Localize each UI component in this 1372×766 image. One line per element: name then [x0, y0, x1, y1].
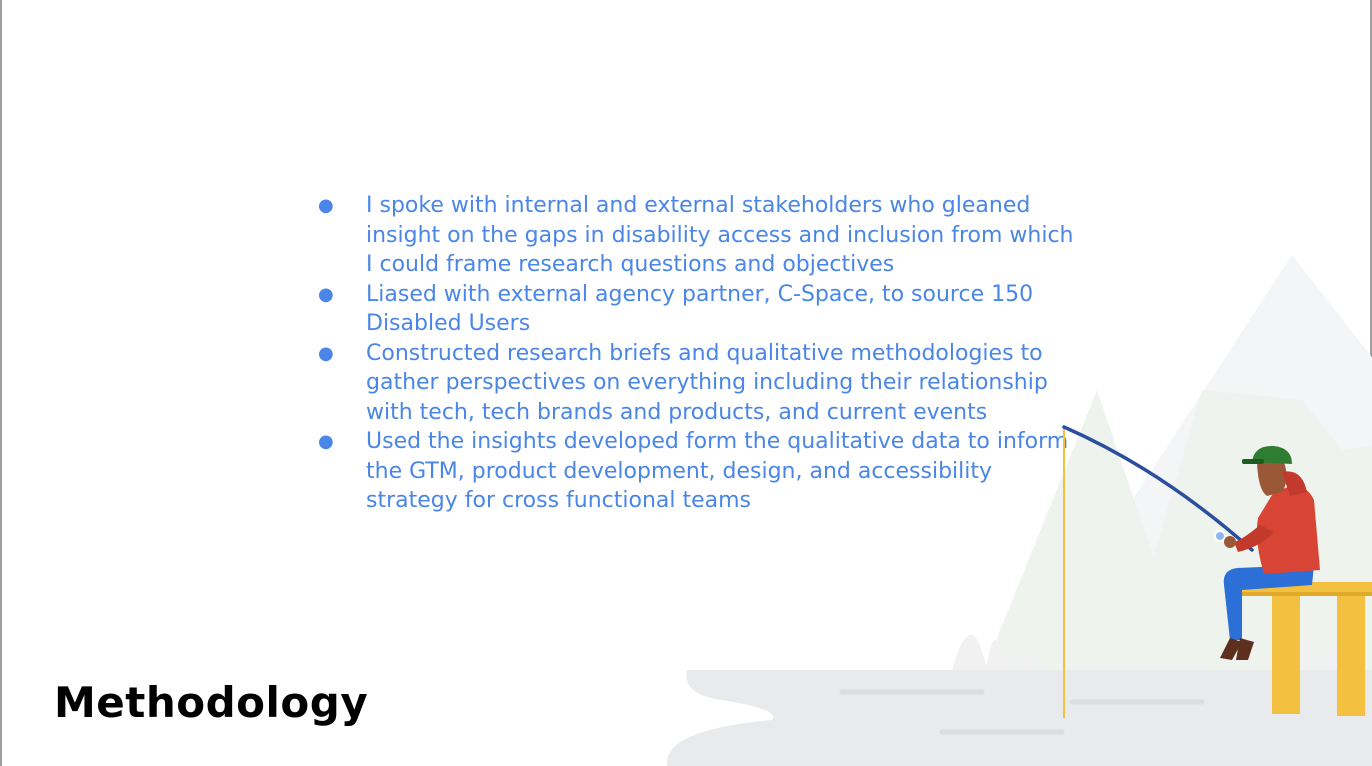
- face-icon: [1257, 462, 1287, 496]
- bullet-item-1: ● I spoke with internal and external sta…: [314, 191, 1084, 280]
- bullet-text-1: I spoke with internal and external stake…: [366, 193, 1074, 277]
- fishing-rod-icon: [1062, 425, 1254, 552]
- bullet-text-3: Constructed research briefs and qualitat…: [366, 340, 1048, 425]
- grass-icon: [952, 635, 1037, 670]
- bullet-dot: ●: [318, 283, 334, 305]
- bullet-item-4: ● Used the insights developed form the q…: [314, 427, 1084, 516]
- ground-icon: [666, 670, 1372, 766]
- pants-icon: [1223, 565, 1314, 640]
- bullet-dot: ●: [318, 431, 334, 452]
- bullet-list: ● I spoke with internal and external sta…: [314, 191, 1084, 516]
- reel-icon: [1214, 530, 1226, 542]
- bullet-dot: ●: [318, 195, 334, 216]
- jacket-icon: [1256, 486, 1320, 574]
- bullet-item-2: ● Liased with external agency partner, C…: [314, 280, 1084, 339]
- bullet-text-4: Used the insights developed form the qua…: [366, 429, 1069, 513]
- slide-title: Methodology: [54, 678, 369, 727]
- fisherman-illustration-icon: [666, 255, 1372, 766]
- bullet-text-2: Liased with external agency partner, C-S…: [366, 281, 1034, 337]
- bullet-item-3: ● Constructed research briefs and qualit…: [314, 339, 1084, 428]
- bullet-dot: ●: [318, 342, 334, 364]
